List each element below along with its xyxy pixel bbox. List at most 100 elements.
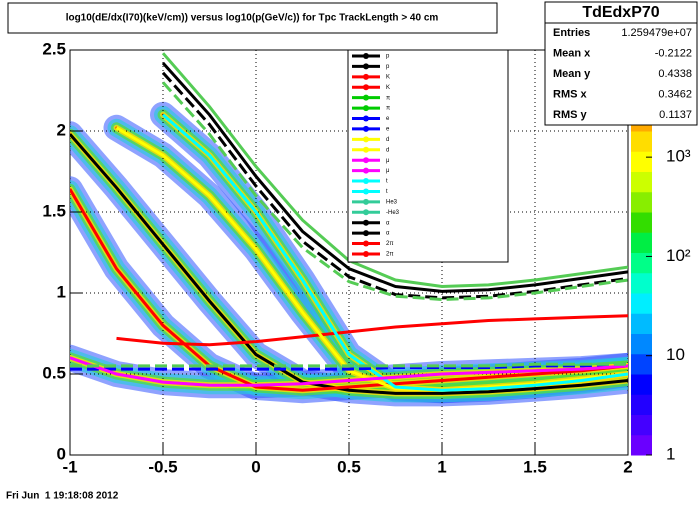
palette-cell [631, 313, 652, 334]
palette-cell [631, 374, 652, 395]
legend-marker [363, 157, 369, 164]
stats-value: 0.3462 [658, 88, 692, 100]
x-tick-label: 0 [251, 457, 260, 476]
legend-label: K [386, 85, 390, 91]
stats-key: Mean x [553, 47, 591, 59]
stats-value: 0.1137 [659, 109, 692, 121]
legend-label: -He3 [386, 210, 400, 216]
palette-cell [631, 131, 652, 152]
legend-marker [363, 105, 369, 112]
legend-marker [363, 73, 369, 80]
legend-marker [363, 53, 369, 59]
stats-value: 0.4338 [658, 68, 692, 80]
legend-label: α [386, 231, 390, 237]
curve [70, 188, 628, 392]
curve [70, 133, 628, 395]
palette-cell [631, 394, 652, 415]
palette-cell [631, 212, 652, 233]
legend-label: He3 [386, 199, 398, 205]
palette-cell [631, 171, 652, 193]
palette-cell [631, 434, 652, 456]
curve [161, 71, 628, 300]
chart-title: log10(dE/dx(I70)(keV/cm)) versus log10(p… [66, 13, 439, 24]
legend-marker [363, 240, 369, 247]
legend-label: μ [386, 158, 390, 164]
legend-label: 2π [386, 252, 393, 258]
y-tick-label: 0.5 [42, 363, 66, 382]
y-tick-label: 1 [57, 282, 66, 301]
legend-marker [363, 219, 369, 226]
x-tick-label: 1 [437, 457, 446, 476]
legend-label: 2π [386, 241, 393, 247]
curve [161, 61, 628, 293]
x-tick-label: 0.5 [337, 457, 361, 476]
legend-marker [363, 178, 369, 185]
stats-key: Entries [553, 27, 590, 39]
legend-label: e [386, 116, 390, 122]
curve [70, 362, 628, 368]
x-tick-label: 2 [623, 457, 632, 476]
x-tick-label: -1 [62, 457, 77, 476]
curve [162, 113, 628, 392]
z-tick-label: 1 [666, 444, 675, 463]
legend-label: π [386, 95, 390, 101]
z-tick-label: 10³ [666, 147, 691, 166]
legend-marker [363, 167, 369, 174]
legend-label: d [386, 137, 389, 143]
legend-label: p [386, 54, 390, 60]
legend-label: t [386, 179, 388, 185]
legend-label: α [386, 220, 390, 226]
stats-key: Mean y [553, 68, 591, 80]
legend-marker [363, 146, 369, 153]
stats-value: 1.259479e+07 [621, 27, 692, 39]
legend-marker [363, 63, 369, 70]
legend-label: p [386, 64, 390, 70]
z-tick-label: 10² [666, 246, 691, 265]
stats-value: -0.2122 [655, 47, 692, 59]
legend-marker [363, 230, 369, 237]
z-tick-label: 10 [666, 345, 685, 364]
curve [161, 81, 628, 302]
legend-marker [363, 136, 369, 143]
legend-marker [363, 188, 369, 195]
legend-marker [363, 84, 369, 91]
palette-cell [631, 151, 652, 172]
legend-marker [363, 115, 369, 122]
y-tick-label: 1.5 [42, 201, 66, 220]
legend-box [347, 49, 509, 263]
curve [116, 314, 628, 347]
palette-cell [631, 252, 652, 274]
curve [70, 356, 628, 387]
palette-cell [631, 353, 652, 375]
legend-label: e [386, 127, 390, 133]
legend-marker [363, 125, 369, 132]
stats-key: RMS x [553, 88, 588, 100]
palette-cell [631, 414, 652, 436]
legend-label: d [386, 147, 389, 153]
x-tick-label: 1.5 [523, 457, 547, 476]
curve [70, 362, 628, 371]
curve [161, 52, 628, 289]
palette-cell [631, 333, 652, 355]
legend-label: K [386, 74, 390, 80]
x-tick-label: -0.5 [148, 457, 177, 476]
stats-title: TdEdxP70 [582, 4, 659, 21]
legend-marker [363, 250, 369, 257]
palette-cell [631, 232, 652, 253]
stats-key: RMS y [553, 109, 588, 121]
plot-layer [70, 50, 628, 455]
legend-marker [363, 198, 369, 205]
footer: Fri Jun 1 19:18:08 2012 [6, 491, 119, 502]
title-box [7, 2, 498, 34]
legend-label: t [386, 189, 388, 195]
legend-label: π [386, 106, 390, 112]
palette-cell [631, 272, 652, 294]
legend-label: μ [386, 168, 390, 174]
legend-marker [363, 94, 369, 101]
legend-marker [363, 209, 369, 216]
y-tick-label: 2.5 [42, 39, 66, 58]
y-tick-label: 2 [57, 120, 66, 139]
palette-cell [631, 191, 652, 213]
